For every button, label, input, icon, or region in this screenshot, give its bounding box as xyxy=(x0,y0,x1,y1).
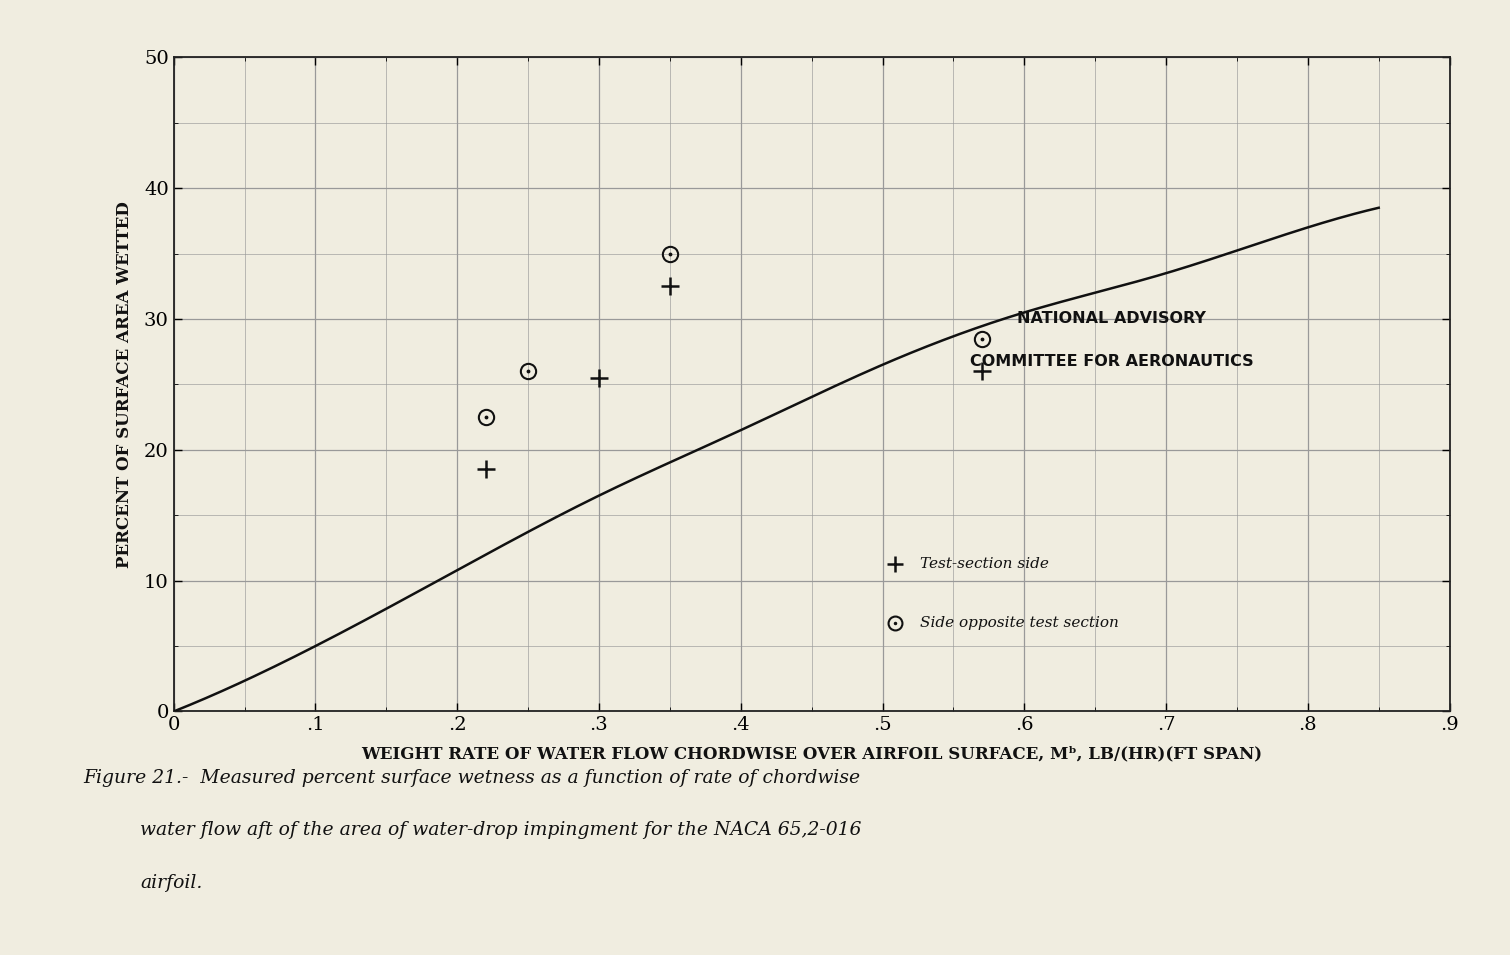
Text: water flow aft of the area of water-drop impingment for the NACA 65,2-016: water flow aft of the area of water-drop… xyxy=(140,821,862,839)
Y-axis label: PERCENT OF SURFACE AREA WETTED: PERCENT OF SURFACE AREA WETTED xyxy=(116,201,133,568)
Text: airfoil.: airfoil. xyxy=(140,874,202,892)
X-axis label: WEIGHT RATE OF WATER FLOW CHORDWISE OVER AIRFOIL SURFACE, Mᵇ, LB/(HR)(FT SPAN): WEIGHT RATE OF WATER FLOW CHORDWISE OVER… xyxy=(361,746,1262,762)
Text: Figure 21.-  Measured percent surface wetness as a function of rate of chordwise: Figure 21.- Measured percent surface wet… xyxy=(83,769,861,787)
Text: Side opposite test section: Side opposite test section xyxy=(920,616,1119,630)
Text: Test-section side: Test-section side xyxy=(920,558,1049,571)
Text: NATIONAL ADVISORY: NATIONAL ADVISORY xyxy=(1018,311,1206,327)
Text: COMMITTEE FOR AERONAUTICS: COMMITTEE FOR AERONAUTICS xyxy=(969,354,1253,369)
